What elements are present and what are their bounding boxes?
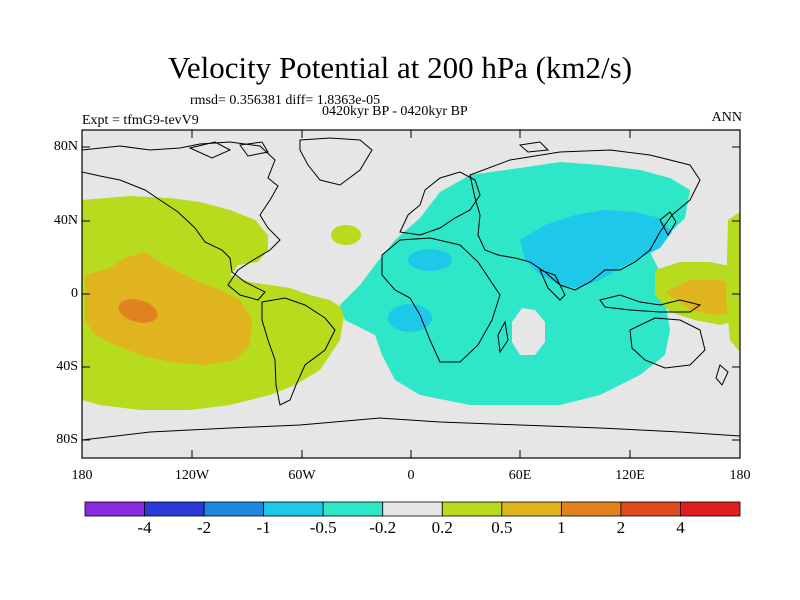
colorbar-label: -0.5	[309, 518, 337, 537]
coast-asia	[469, 149, 701, 291]
lon-label: 60E	[508, 468, 532, 483]
coast-south-america	[261, 297, 336, 406]
coast-antarctica	[82, 417, 740, 441]
lon-label: 120E	[615, 468, 645, 483]
positive-pacific-max	[118, 299, 158, 323]
plot-title: Velocity Potential at 200 hPa (km2/s)	[167, 50, 633, 85]
coast-indonesia	[599, 294, 702, 313]
coast-arctic-islands	[188, 141, 550, 159]
colorbar-swatch	[620, 501, 681, 517]
colorbar-swatch	[382, 501, 443, 517]
coast-australia	[629, 317, 706, 369]
coast-madagascar	[497, 320, 509, 354]
coast-africa	[381, 237, 501, 363]
season-label: ANN	[711, 110, 742, 125]
colorbar-label: -1	[256, 518, 271, 537]
coast-europe	[399, 171, 481, 236]
negative-africa-patch	[408, 249, 452, 271]
colorbar-swatch	[560, 501, 622, 517]
colorbar-label: 4	[676, 518, 685, 537]
lat-label: 0	[71, 286, 78, 301]
colorbar-swatch	[322, 501, 384, 517]
colorbar-swatch	[84, 501, 145, 517]
colorbar-label: -2	[196, 518, 212, 537]
coast-india	[539, 269, 566, 301]
coastlines	[82, 137, 740, 441]
lon-label: 0	[407, 468, 415, 483]
lat-label: 40N	[53, 213, 78, 228]
coast-japan	[659, 211, 677, 237]
colorbar-swatch	[501, 501, 562, 517]
colorbar-label: 2	[616, 518, 626, 537]
colorbar-label: 0.2	[431, 518, 453, 537]
lat-label: 80N	[53, 139, 78, 154]
lat-label: 80S	[56, 432, 78, 447]
colorbar-label: -4	[137, 518, 152, 537]
stats-line: rmsd= 0.356381 diff= 1.8363e-05	[190, 93, 381, 108]
colorbar-label: -0.2	[369, 518, 397, 537]
period-line: 0420kyr BP - 0420kyr BP	[322, 104, 468, 119]
colorbar-swatch	[680, 501, 741, 517]
positive-east-edge	[726, 212, 740, 352]
positive-atlantic-patch	[331, 225, 361, 245]
colorbar-swatch	[144, 501, 205, 517]
experiment-label: Expt = tfmG9-tevV9	[82, 113, 199, 128]
positive-west-pacific-core	[665, 280, 740, 315]
lon-label: 180	[729, 468, 751, 483]
colorbar-swatch	[441, 501, 503, 517]
negative-asia-core	[520, 210, 672, 288]
positive-pacific-core	[85, 252, 252, 365]
colorbar-label: 0.5	[491, 518, 513, 537]
lat-label: 40S	[56, 359, 78, 374]
lon-label: 120W	[174, 468, 210, 483]
coast-new-zealand	[715, 364, 729, 386]
negative-atlantic-patch	[388, 304, 432, 332]
lon-label: 180	[71, 468, 93, 483]
colorbar-label: 1	[557, 518, 566, 537]
axis-ticks	[81, 130, 741, 458]
coast-north-america	[82, 141, 281, 301]
colorbar-swatch	[203, 501, 265, 517]
colorbar-swatch	[263, 501, 324, 517]
indian-ocean-neutral-patch	[512, 308, 545, 355]
colorbar	[84, 501, 741, 517]
coast-greenland	[299, 137, 373, 186]
lon-label: 60W	[288, 468, 316, 483]
